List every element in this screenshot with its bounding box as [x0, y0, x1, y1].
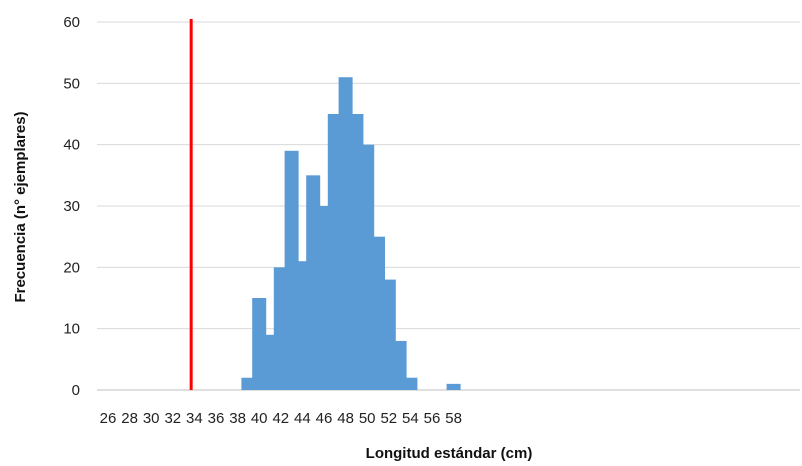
y-tick-label: 10: [63, 321, 80, 338]
x-tick-label: 58: [445, 410, 462, 427]
bar: [295, 261, 310, 390]
x-tick-label: 56: [424, 410, 441, 427]
x-axis-ticks: 26 28 30 32 34 36 38 40 42 44 46 48 50 52 54 56 58: [100, 410, 462, 427]
x-tick-label: 28: [121, 410, 138, 427]
bar-series: [241, 77, 461, 390]
x-axis-title: Longitud estándar (cm): [366, 445, 533, 462]
bar: [349, 114, 364, 390]
bar: [252, 298, 267, 390]
y-axis-title: Frecuencia (n° ejemplares): [12, 111, 29, 302]
x-tick-label: 38: [229, 410, 246, 427]
x-tick-label: 50: [359, 410, 376, 427]
bar: [263, 334, 277, 390]
bar: [446, 383, 461, 390]
x-tick-label: 44: [294, 410, 311, 427]
x-tick-label: 48: [337, 410, 354, 427]
y-tick-label: 40: [63, 137, 80, 154]
x-tick-label: 34: [186, 410, 203, 427]
x-tick-label: 40: [251, 410, 268, 427]
y-axis-ticks: 0 10 20 30 40 50 60: [63, 14, 80, 399]
bar: [306, 175, 321, 390]
x-tick-label: 36: [208, 410, 225, 427]
bar: [381, 279, 396, 390]
y-tick-label: 30: [63, 198, 80, 215]
y-tick-label: 0: [72, 382, 80, 399]
x-tick-label: 30: [143, 410, 160, 427]
x-tick-label: 46: [316, 410, 333, 427]
x-tick-label: 52: [380, 410, 397, 427]
bar: [241, 377, 256, 390]
bar: [317, 206, 331, 390]
bar: [371, 236, 385, 390]
bar: [403, 377, 418, 390]
bar: [338, 77, 353, 390]
y-tick-label: 60: [63, 14, 80, 31]
bar: [327, 114, 342, 390]
y-tick-label: 20: [63, 259, 80, 276]
bar: [360, 144, 375, 390]
gridlines: [97, 21, 800, 391]
x-tick-label: 54: [402, 410, 419, 427]
y-tick-label: 50: [63, 75, 80, 92]
x-tick-label: 42: [272, 410, 289, 427]
x-tick-label: 26: [100, 410, 117, 427]
bar: [284, 150, 299, 390]
x-tick-label: 32: [164, 410, 181, 427]
bar: [392, 340, 407, 390]
bar: [273, 267, 288, 390]
